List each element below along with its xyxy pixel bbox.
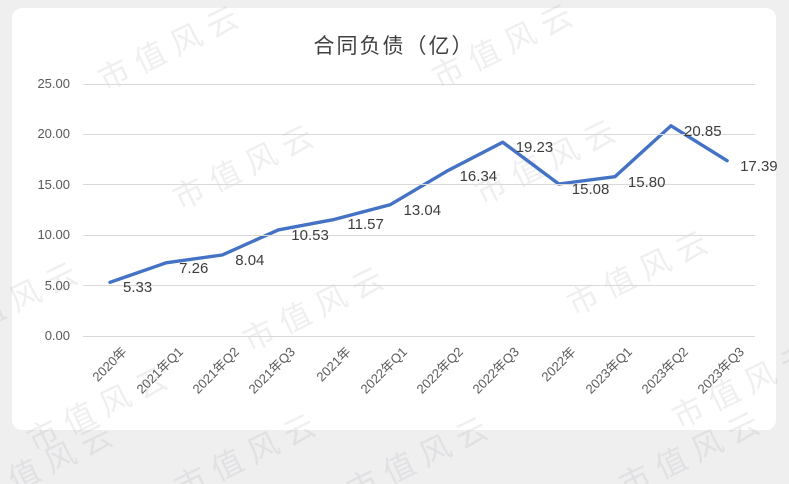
y-gridline <box>83 335 755 337</box>
bottom-bar: 市值 风云 买股之前搜一搜 <box>0 430 789 484</box>
data-label: 15.80 <box>627 173 666 191</box>
data-label: 11.57 <box>347 216 384 234</box>
data-label: 13.04 <box>403 201 442 219</box>
y-axis-tick-label: 20.00 <box>37 126 70 142</box>
data-label: 19.23 <box>515 139 554 157</box>
y-gridline <box>83 285 755 287</box>
data-label: 20.85 <box>684 122 722 140</box>
data-label: 16.34 <box>459 168 498 186</box>
data-label: 17.39 <box>740 157 778 175</box>
data-label: 10.53 <box>291 226 329 244</box>
y-axis-tick-label: 15.00 <box>37 176 70 192</box>
data-label: 15.08 <box>571 180 610 198</box>
y-axis-tick-label: 10.00 <box>37 227 70 243</box>
y-gridline <box>83 184 755 186</box>
y-gridline <box>83 83 755 85</box>
y-axis-tick-label: 25.00 <box>37 76 70 91</box>
data-label: 8.04 <box>235 251 265 269</box>
y-gridline <box>83 234 755 236</box>
y-axis-tick-label: 0.00 <box>44 328 70 343</box>
line-chart: 合同负债（亿） 0.00 5.00 10.00 15.00 20.00 25.00 2020… <box>12 8 778 430</box>
chart-title: 合同负债（亿） <box>313 35 475 58</box>
chart-card <box>12 8 776 430</box>
y-axis-tick-label: 5.00 <box>44 277 70 293</box>
data-label: 5.33 <box>123 279 153 297</box>
y-gridline <box>83 133 755 135</box>
data-label: 7.26 <box>179 259 209 277</box>
line-series <box>108 124 729 284</box>
